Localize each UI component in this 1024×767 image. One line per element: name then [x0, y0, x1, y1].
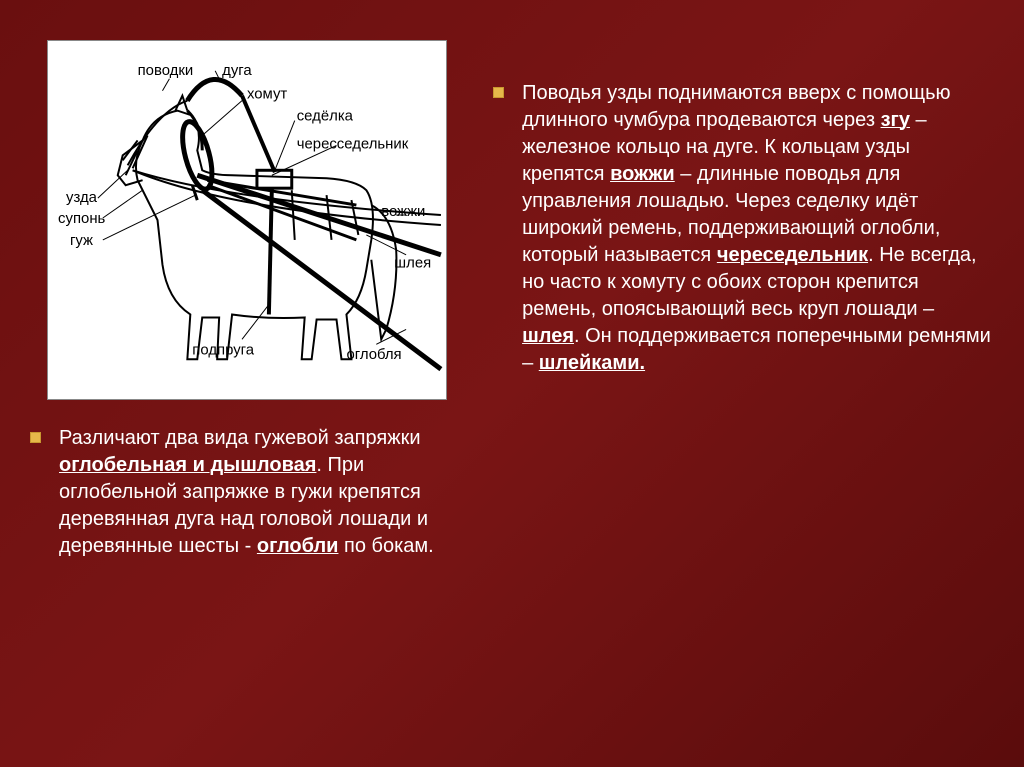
bold-term: оглобельная и дышловая	[59, 454, 316, 476]
left-column: поводки дуга хомут седёлка чересседельни…	[30, 40, 483, 727]
right-bullet: Поводья узды поднимаются вверх с помощью…	[493, 80, 994, 377]
label-guzh: гуж	[70, 233, 93, 249]
label-sedelka: седёлка	[296, 109, 353, 125]
horse-harness-diagram: поводки дуга хомут седёлка чересседельни…	[47, 40, 447, 400]
right-paragraph: Поводья узды поднимаются вверх с помощью…	[522, 80, 994, 377]
label-uzda: узда	[66, 190, 98, 206]
label-podpruga: подпруга	[192, 342, 254, 358]
bold-term: шлея	[522, 325, 574, 347]
label-shleya: шлея	[394, 256, 431, 272]
bold-term: вожжи	[610, 163, 675, 185]
bold-term: череседельник	[717, 244, 868, 266]
label-ogloblya: оглобля	[346, 347, 401, 363]
bold-term: оглобли	[257, 535, 339, 557]
label-homut: хомут	[247, 87, 287, 103]
bullet-icon	[30, 432, 41, 443]
text: по бокам.	[338, 535, 433, 557]
label-supon: супонь	[58, 211, 106, 227]
label-vozhzhi: вожжи	[381, 204, 425, 220]
label-povodki: поводки	[137, 63, 193, 79]
left-bullet: Различают два вида гужевой запряжки огло…	[30, 425, 463, 560]
right-column: Поводья узды поднимаются вверх с помощью…	[483, 40, 994, 727]
bullet-icon	[493, 87, 504, 98]
text: Различают два вида гужевой запряжки	[59, 427, 421, 449]
label-duga: дуга	[222, 63, 252, 79]
bold-term: шлейками.	[539, 352, 645, 374]
label-cheressedelnik: чересседельник	[296, 136, 408, 152]
left-paragraph: Различают два вида гужевой запряжки огло…	[59, 425, 463, 560]
bold-term: згу	[881, 109, 910, 131]
